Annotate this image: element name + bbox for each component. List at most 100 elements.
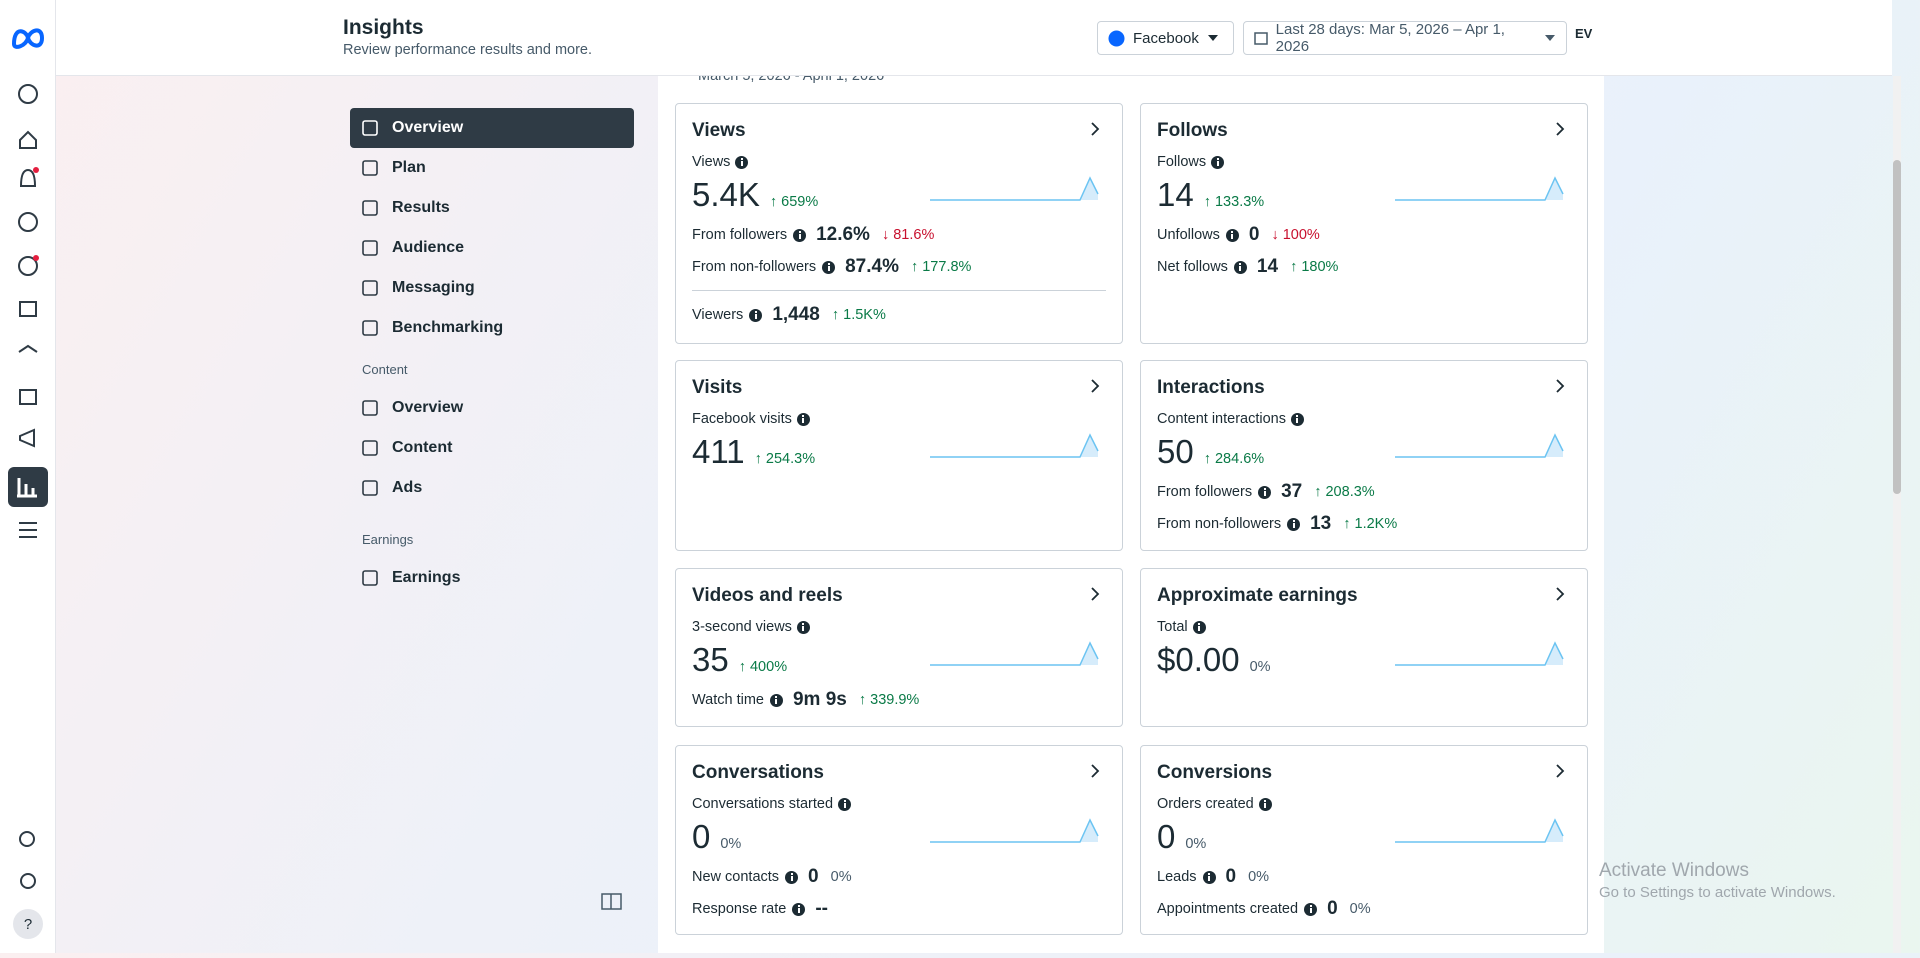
sub-change: ↑ 208.3% <box>1314 484 1375 500</box>
nav-item[interactable]: Audience <box>350 228 634 268</box>
metric-change: ↑ 284.6% <box>1203 451 1265 467</box>
label: Appointments created <box>1157 901 1299 917</box>
watermark-subtitle: Go to Settings to activate Windows. <box>1599 884 1836 901</box>
rail-icon[interactable] <box>19 389 37 405</box>
metric-label: Content interactions <box>1157 411 1304 427</box>
info-icon <box>1258 485 1272 499</box>
sparkline <box>930 818 1099 843</box>
rail-icon[interactable] <box>18 212 38 232</box>
metric-change: 0% <box>720 836 742 852</box>
rail-icon[interactable] <box>19 522 37 538</box>
rail-icon[interactable] <box>19 168 37 187</box>
card-title: Conversions <box>1157 762 1273 783</box>
chevron <box>1090 122 1100 141</box>
label: Conversations started <box>692 796 834 812</box>
nav-item[interactable]: Ads <box>350 468 634 508</box>
rail-icon[interactable] <box>19 428 35 448</box>
metric-change: ↑ 400% <box>738 659 788 675</box>
nav-item[interactable]: Content <box>350 428 634 468</box>
sub-change: ↑ 177.8% <box>910 259 972 275</box>
sub-metric: Viewers 1,448 ↑ 1.5K% <box>692 304 886 326</box>
sub-value: 9m 9s <box>792 689 847 710</box>
rail-icons: ? <box>8 28 48 939</box>
rail-selected[interactable] <box>8 467 48 507</box>
title: Insights <box>343 16 424 39</box>
platform-select[interactable]: Facebook <box>1097 21 1234 55</box>
sub-change: ↓ 100% <box>1271 227 1320 243</box>
label: From followers <box>692 227 788 243</box>
metric-label: 3-second views <box>692 619 810 635</box>
insight-card[interactable]: Follows Follows 14 ↑ 133.3% Unfollows 0 ↓ 100%… <box>1140 103 1588 344</box>
scrollbar[interactable] <box>1893 76 1901 953</box>
label: Viewers <box>692 307 744 323</box>
nav-label: Content <box>392 439 453 456</box>
metric-label: Follows <box>1157 154 1225 170</box>
sparkline <box>1395 433 1564 458</box>
insight-card[interactable]: Interactions Content interactions 50 ↑ 284.… <box>1140 360 1588 551</box>
sparkline <box>1395 818 1564 843</box>
platform: Facebook <box>1133 29 1199 47</box>
rail-icon[interactable] <box>19 831 35 847</box>
label: New contacts <box>692 869 780 885</box>
metric-change: ↑ 133.3% <box>1203 194 1265 210</box>
chevron <box>1555 587 1565 606</box>
metric-label: Total <box>1157 619 1206 635</box>
nav-item[interactable]: Plan <box>350 148 634 188</box>
rail-icon[interactable] <box>19 301 37 317</box>
sub-value: 0 <box>1327 898 1338 919</box>
insight-card[interactable]: Conversions Orders created 0 0% Leads 0 0% Appo… <box>1140 745 1588 935</box>
info-icon <box>1304 902 1318 916</box>
insight-card[interactable]: Views Views 5.4K ↑ 659% From followers 12.6% ↓… <box>675 103 1123 344</box>
nav-item[interactable]: Messaging <box>350 268 634 308</box>
label: From non-followers <box>692 259 817 275</box>
divider <box>692 290 1106 291</box>
insight-card[interactable]: Approximate earnings Total $0.00 0% <box>1140 568 1588 727</box>
rail-icon[interactable] <box>18 256 38 276</box>
metric: 411 ↑ 254.3% <box>692 433 815 471</box>
sub-change: 0% <box>830 869 852 885</box>
nav-item[interactable]: Overview <box>350 388 634 428</box>
collapse-icon[interactable] <box>601 893 623 911</box>
sub-change: 0% <box>1248 869 1270 885</box>
rail-icon[interactable] <box>19 130 37 149</box>
metric: 5.4K ↑ 659% <box>692 176 818 214</box>
sub-metric: Response rate -- <box>692 898 834 920</box>
metric-change: ↑ 659% <box>769 194 819 210</box>
info-icon <box>793 228 807 242</box>
metric: $0.00 0% <box>1157 641 1271 679</box>
sub-metric: Watch time 9m 9s ↑ 339.9% <box>692 689 919 711</box>
card-title: Videos and reels <box>692 585 843 606</box>
watermark-title: Activate Windows <box>1599 860 1749 881</box>
metric: 35 ↑ 400% <box>692 641 787 679</box>
nav-item[interactable]: Earnings <box>350 558 634 598</box>
label: Watch time <box>692 692 764 708</box>
insight-card[interactable]: Videos and reels 3-second views 35 ↑ 400% Wa… <box>675 568 1123 727</box>
label: 3-second views <box>692 619 792 635</box>
date-select[interactable]: Last 28 days: Mar 5, 2026 – Apr 1, 2026 <box>1243 21 1567 55</box>
rail-icon[interactable] <box>18 84 38 104</box>
insight-card[interactable]: Visits Facebook visits 411 ↑ 254.3% <box>675 360 1123 551</box>
card-title: Approximate earnings <box>1157 585 1358 606</box>
insight-card[interactable]: Conversations Conversations started 0 0% New… <box>675 745 1123 935</box>
nav-item[interactable]: Benchmarking <box>350 308 634 348</box>
meta-logo[interactable] <box>11 28 45 49</box>
help-text: ? <box>24 916 32 933</box>
date-range: Last 28 days: Mar 5, 2026 – Apr 1, 2026 <box>1275 21 1505 55</box>
info-icon <box>735 155 749 169</box>
label: Follows <box>1157 154 1207 170</box>
sub-metric: From non-followers 13 ↑ 1.2K% <box>1157 513 1397 535</box>
avatar[interactable]: EV <box>1575 26 1593 41</box>
rail-icon[interactable] <box>20 873 36 889</box>
nav-item[interactable]: Results <box>350 188 634 228</box>
label: Facebook visits <box>692 411 792 427</box>
info-icon <box>822 260 836 274</box>
metric-change: 0% <box>1249 659 1271 675</box>
help-button[interactable] <box>13 909 43 939</box>
sub-value: 12.6% <box>816 224 870 245</box>
metric-change: 0% <box>1185 836 1207 852</box>
rail-icon[interactable] <box>18 344 38 353</box>
sub-value: 13 <box>1310 513 1332 534</box>
sparkline <box>1395 176 1564 201</box>
nav-item[interactable]: Overview <box>350 108 634 148</box>
card-title: Follows <box>1157 120 1228 141</box>
